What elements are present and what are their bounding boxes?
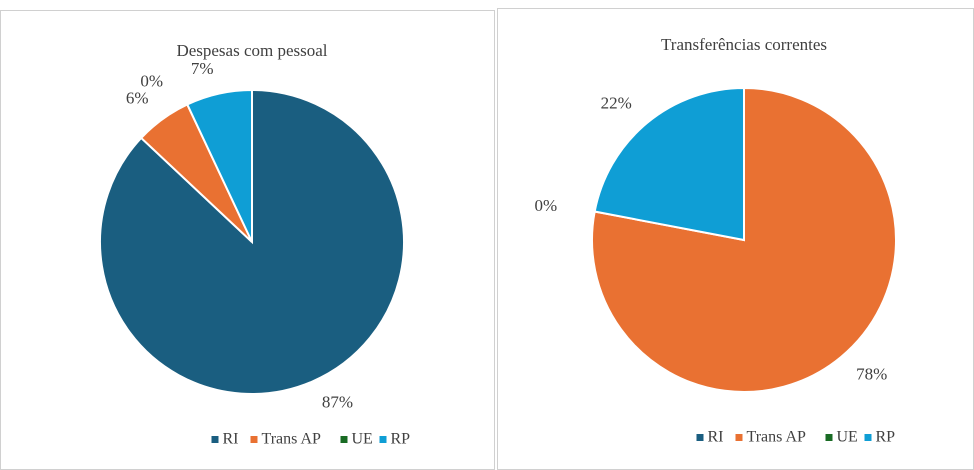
legend-label: RP	[876, 429, 896, 446]
data-label: 78%	[856, 365, 887, 384]
legend-label: RP	[391, 431, 411, 448]
data-label: 0%	[534, 196, 557, 215]
legend-swatch	[735, 434, 743, 441]
data-label: 22%	[601, 93, 632, 112]
legend-label: UE	[352, 431, 373, 448]
pie-slice	[185, 88, 253, 243]
legend-label: Trans AP	[747, 429, 807, 446]
legend-swatch	[696, 434, 704, 441]
legend-swatch	[864, 434, 872, 441]
pie-slice	[591, 86, 897, 393]
chart-title: Despesas com pessoal	[176, 41, 327, 60]
legend-swatch	[211, 436, 219, 443]
pie-slice	[99, 88, 405, 395]
legend-label: RI	[223, 431, 239, 448]
legend-label: UE	[837, 429, 858, 446]
legend-swatch	[379, 436, 387, 443]
chart-title: Transferências correntes	[661, 35, 827, 54]
data-label: 6%	[126, 89, 149, 108]
data-label: 87%	[322, 392, 353, 411]
legend-swatch	[825, 434, 833, 441]
data-label: 0%	[140, 72, 163, 91]
data-label: 7%	[191, 59, 214, 78]
legend-label: Trans AP	[262, 431, 322, 448]
legend-swatch	[340, 436, 348, 443]
legend-label: RI	[708, 429, 724, 446]
pie-slice	[593, 86, 745, 242]
legend-swatch	[250, 436, 258, 443]
